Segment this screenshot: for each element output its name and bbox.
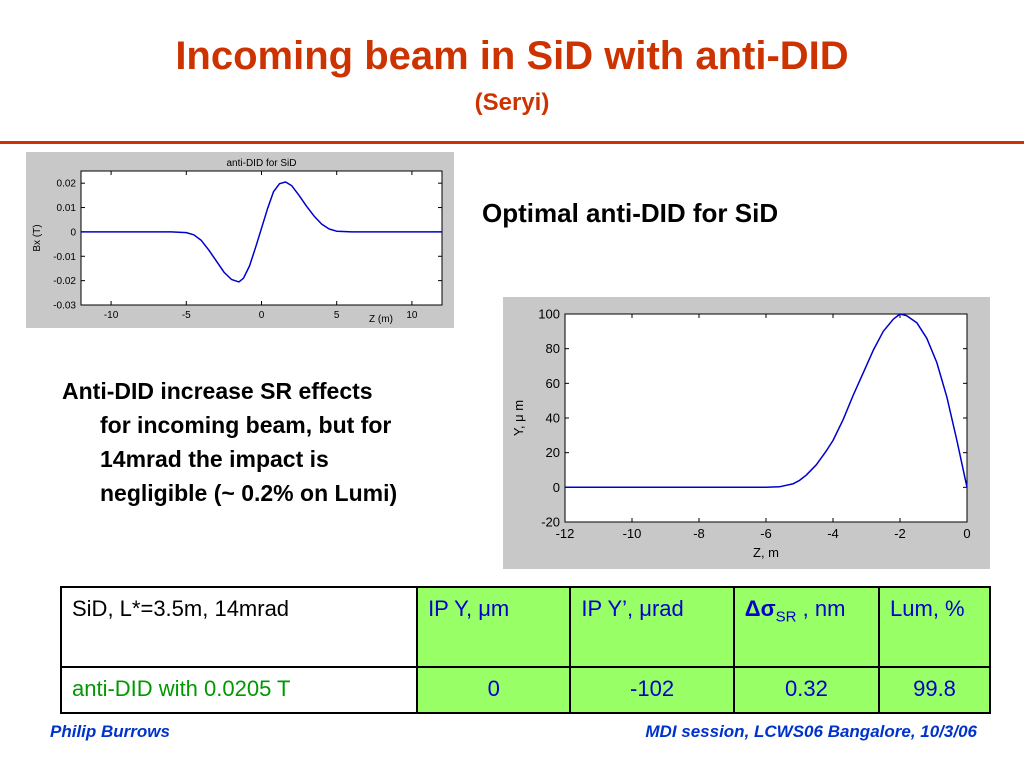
bullet-text: Anti-DID increase SR effects for incomin… [62, 374, 482, 510]
footer-event: MDI session, LCWS06 Bangalore, 10/3/06 [645, 722, 977, 741]
slide-title: Incoming beam in SiD with anti-DID [175, 34, 849, 78]
header-delta-sigma-unit: , nm [796, 596, 846, 621]
bullet-line-4: negligible (~ 0.2% on Lumi) [100, 480, 398, 506]
y-tick-label: -20 [541, 515, 560, 530]
x-tick-label: -8 [693, 526, 705, 541]
x-tick-label: 10 [406, 310, 418, 321]
bullet-line-2: for incoming beam, but for [100, 412, 392, 438]
y-tick-label: 80 [546, 341, 560, 356]
cell-ip-yprime: -102 [569, 666, 735, 714]
y-tick-label: 0.02 [57, 179, 77, 190]
header-delta-sigma-symbol: Δσ [744, 596, 776, 621]
plot-area [80, 170, 443, 306]
y-tick-label: 60 [546, 376, 560, 391]
y-tick-label: 20 [546, 445, 560, 460]
header-lum: Lum, % [878, 586, 991, 668]
table-header-row: SiD, L*=3.5m, 14mrad IP Y, μm IP Y’, μra… [59, 586, 991, 668]
y-axis-label: Bx (T) [32, 224, 43, 251]
header-ip-y: IP Y, μm [416, 586, 572, 668]
x-axis-label: Z, m [753, 545, 779, 560]
x-tick-label: -12 [556, 526, 575, 541]
chart-title: anti-DID for SiD [226, 158, 296, 169]
plot-area [564, 313, 968, 523]
x-tick-label: -5 [182, 310, 191, 321]
table-row: anti-DID with 0.0205 T 0 -102 0.32 99.8 [59, 666, 991, 714]
bullet-line-1: Anti-DID increase SR effects [62, 378, 373, 404]
slide-subtitle: (Seryi) [474, 89, 550, 116]
y-tick-label: -0.01 [53, 252, 76, 263]
results-table: SiD, L*=3.5m, 14mrad IP Y, μm IP Y’, μra… [59, 586, 991, 714]
series-line [565, 313, 968, 489]
title-divider [0, 141, 1024, 144]
series-line [81, 181, 442, 283]
section-heading: Optimal anti-DID for SiD [482, 198, 779, 228]
antidid-field-plot: anti-DID for SiD -10 -5 0 5 10 0.02 0.01 0 -0.01 -… [26, 152, 454, 328]
header-delta-sigma: ΔσSR , nm [732, 586, 881, 668]
y-tick-label: -0.02 [53, 276, 76, 287]
ip-offset-plot: -12 -10 -8 -6 -4 -2 0 100 80 60 40 20 0 -20 Z, m Y, μ m [503, 297, 990, 569]
x-tick-label: 0 [963, 526, 970, 541]
antidid-field-chart: anti-DID for SiD -10 -5 0 5 10 0.02 0.01 0 -0.01 -… [32, 158, 443, 325]
x-tick-label: -10 [104, 310, 119, 321]
header-ip-yprime: IP Y’, μrad [569, 586, 735, 668]
y-tick-label: 0 [553, 480, 560, 495]
x-tick-label: -6 [760, 526, 772, 541]
cell-ip-y: 0 [416, 666, 572, 714]
x-tick-label: -10 [623, 526, 642, 541]
y-tick-label: -0.03 [53, 301, 76, 312]
header-delta-sigma-sub: SR [775, 608, 797, 626]
y-tick-label: 0 [70, 227, 76, 238]
cell-delta-sigma: 0.32 [732, 666, 881, 714]
bullet-line-3: 14mrad the impact is [100, 446, 329, 472]
y-axis-label: Y, μ m [511, 400, 526, 436]
footer-author: Philip Burrows [50, 722, 170, 741]
y-tick-label: 0.01 [57, 203, 77, 214]
x-tick-label: -2 [894, 526, 906, 541]
x-axis-label: Z (m) [369, 314, 393, 325]
x-tick-label: 5 [334, 310, 340, 321]
row-label: anti-DID with 0.0205 T [59, 666, 419, 714]
x-tick-label: -4 [827, 526, 839, 541]
header-config: SiD, L*=3.5m, 14mrad [59, 586, 419, 668]
y-tick-label: 100 [538, 307, 560, 322]
y-tick-label: 40 [546, 411, 560, 426]
x-tick-label: 0 [259, 310, 265, 321]
cell-lum: 99.8 [878, 666, 991, 714]
